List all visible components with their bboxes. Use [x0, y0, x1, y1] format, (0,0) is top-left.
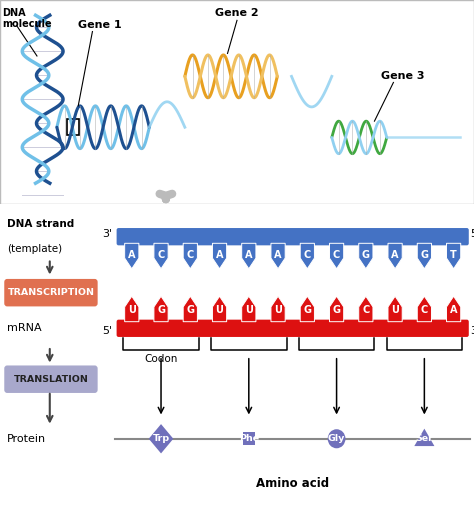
Polygon shape	[271, 296, 285, 322]
Polygon shape	[388, 296, 402, 322]
FancyArrowPatch shape	[160, 194, 172, 199]
Polygon shape	[242, 243, 256, 269]
FancyBboxPatch shape	[243, 432, 255, 445]
Text: A: A	[274, 249, 282, 260]
Text: G: G	[333, 305, 341, 316]
Polygon shape	[417, 296, 431, 322]
Text: Ser: Ser	[415, 434, 433, 443]
Polygon shape	[329, 296, 344, 322]
Text: U: U	[391, 305, 399, 316]
Text: Gene 1: Gene 1	[78, 20, 121, 31]
Polygon shape	[183, 296, 197, 322]
Text: Trp: Trp	[153, 434, 170, 443]
Polygon shape	[183, 243, 197, 269]
Polygon shape	[388, 243, 402, 269]
Polygon shape	[329, 243, 344, 269]
Text: G: G	[362, 249, 370, 260]
Text: Codon: Codon	[145, 354, 178, 364]
Polygon shape	[242, 296, 256, 322]
Text: A: A	[450, 305, 457, 316]
Text: (template): (template)	[7, 244, 62, 254]
Text: A: A	[128, 249, 136, 260]
Text: C: C	[304, 249, 311, 260]
Text: 3': 3'	[103, 229, 113, 239]
Text: U: U	[245, 305, 253, 316]
Polygon shape	[154, 243, 168, 269]
Polygon shape	[154, 296, 168, 322]
Text: Gly: Gly	[328, 434, 345, 443]
Text: A: A	[216, 249, 223, 260]
FancyBboxPatch shape	[4, 365, 98, 393]
Bar	[67, 119, 79, 135]
Text: G: G	[420, 249, 428, 260]
Text: G: G	[303, 305, 311, 316]
Text: T: T	[450, 249, 457, 260]
Text: G: G	[186, 305, 194, 316]
Text: Amino acid: Amino acid	[256, 477, 329, 490]
Polygon shape	[149, 424, 173, 454]
Text: 5': 5'	[471, 229, 474, 239]
Text: G: G	[157, 305, 165, 316]
Polygon shape	[447, 243, 461, 269]
Text: C: C	[187, 249, 194, 260]
Text: Protein: Protein	[7, 434, 46, 444]
Text: A: A	[245, 249, 253, 260]
Text: C: C	[421, 305, 428, 316]
Polygon shape	[125, 243, 139, 269]
Text: A: A	[392, 249, 399, 260]
Polygon shape	[300, 243, 314, 269]
FancyBboxPatch shape	[4, 279, 98, 306]
Text: C: C	[333, 249, 340, 260]
Text: Phe: Phe	[239, 434, 259, 443]
Text: C: C	[157, 249, 164, 260]
Polygon shape	[300, 296, 314, 322]
Polygon shape	[414, 429, 434, 446]
Text: U: U	[216, 305, 223, 316]
Text: 5': 5'	[103, 326, 113, 336]
Polygon shape	[447, 296, 461, 322]
FancyBboxPatch shape	[117, 228, 469, 245]
Polygon shape	[271, 243, 285, 269]
FancyBboxPatch shape	[117, 320, 469, 337]
Text: TRANSCRIPTION: TRANSCRIPTION	[8, 288, 94, 297]
Text: DNA strand: DNA strand	[7, 219, 74, 229]
Circle shape	[328, 429, 346, 448]
Text: mRNA: mRNA	[7, 323, 42, 333]
Text: U: U	[128, 305, 136, 316]
Polygon shape	[359, 296, 373, 322]
Polygon shape	[125, 296, 139, 322]
Polygon shape	[417, 243, 431, 269]
Text: U: U	[274, 305, 282, 316]
Text: C: C	[362, 305, 369, 316]
Text: Gene 3: Gene 3	[381, 71, 425, 81]
Polygon shape	[212, 296, 227, 322]
Text: 3': 3'	[471, 326, 474, 336]
Text: DNA
molecule: DNA molecule	[2, 8, 52, 29]
Polygon shape	[359, 243, 373, 269]
Text: TRANSLATION: TRANSLATION	[14, 375, 88, 384]
Polygon shape	[212, 243, 227, 269]
Text: Gene 2: Gene 2	[215, 8, 259, 18]
